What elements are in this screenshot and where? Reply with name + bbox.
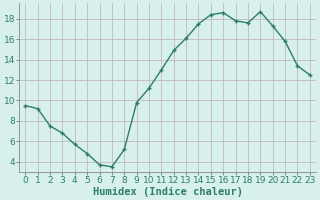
X-axis label: Humidex (Indice chaleur): Humidex (Indice chaleur) <box>92 186 243 197</box>
